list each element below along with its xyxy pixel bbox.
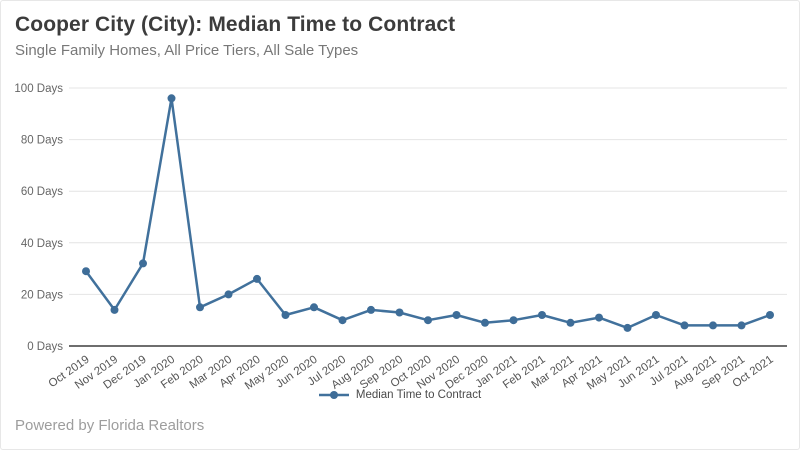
page-subtitle: Single Family Homes, All Price Tiers, Al…	[15, 42, 359, 59]
data-point[interactable]	[566, 318, 575, 327]
chart-header: Cooper City (City): Median Time to Contr…	[15, 13, 455, 59]
data-point[interactable]	[82, 267, 90, 276]
data-point[interactable]	[367, 305, 375, 314]
data-point[interactable]	[766, 311, 774, 319]
data-point[interactable]	[652, 311, 660, 319]
data-point[interactable]	[338, 316, 347, 325]
data-point[interactable]	[424, 316, 432, 325]
data-point[interactable]	[737, 321, 746, 330]
series-median-time-to-contract	[82, 94, 774, 332]
data-point[interactable]	[538, 311, 546, 319]
data-point[interactable]	[224, 290, 233, 299]
y-axis-tick-label: 80 Days	[21, 135, 63, 147]
chart-legend[interactable]: Median Time to Contract	[1, 389, 799, 401]
data-point[interactable]	[395, 308, 404, 317]
data-point[interactable]	[310, 303, 318, 312]
data-point[interactable]	[680, 321, 689, 330]
data-point[interactable]	[481, 318, 489, 327]
y-axis-tick-label: 100 Days	[14, 83, 63, 95]
series-line	[84, 97, 772, 330]
data-point[interactable]	[139, 259, 147, 268]
legend-label: Median Time to Contract	[355, 389, 482, 401]
data-point[interactable]	[509, 316, 518, 325]
y-axis-tick-label: 20 Days	[21, 289, 63, 301]
data-point[interactable]	[595, 313, 603, 322]
y-gridlines	[69, 87, 787, 347]
data-point[interactable]	[709, 321, 717, 330]
data-point[interactable]	[253, 274, 261, 283]
data-point[interactable]	[167, 94, 176, 103]
data-point[interactable]	[196, 303, 204, 312]
legend-series-marker-icon	[318, 391, 349, 399]
data-point[interactable]	[452, 311, 461, 319]
powered-by-attribution: Powered by Florida Realtors	[15, 417, 205, 434]
page-title: Cooper City (City): Median Time to Contr…	[15, 13, 456, 36]
data-point[interactable]	[281, 311, 290, 319]
y-axis-tick-labels: 0 Days 20 Days 40 Days 60 Days 80 Days 100 Da…	[14, 83, 63, 353]
data-point[interactable]	[110, 305, 119, 314]
y-axis-tick-label: 40 Days	[21, 238, 63, 250]
y-axis-tick-label: 0 Days	[27, 341, 63, 353]
data-point[interactable]	[623, 323, 632, 332]
y-axis-tick-label: 60 Days	[21, 186, 63, 198]
